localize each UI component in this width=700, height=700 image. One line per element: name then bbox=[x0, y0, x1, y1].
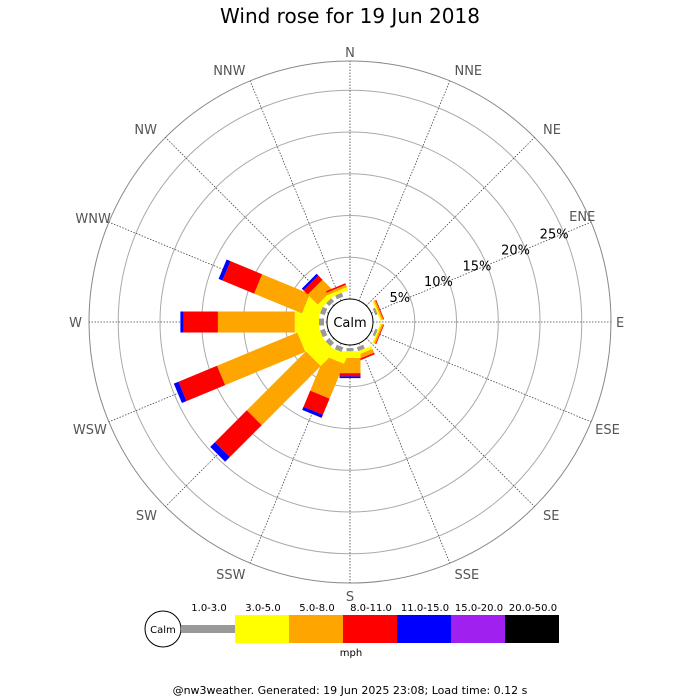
bar-wsw-bin-0 bbox=[320, 328, 328, 338]
legend-swatch-bin-2 bbox=[289, 615, 343, 643]
legend-swatch-bin-6 bbox=[505, 615, 559, 643]
legend-layer: Calm 1.0-3.0 3.0-5.0 5.0-8.0 8.0-11.0 11.0-15… bbox=[144, 603, 559, 648]
bar-wnw-bin-2 bbox=[254, 274, 310, 314]
bar-sw-bin-3 bbox=[214, 410, 262, 458]
direction-label-ene: ENE bbox=[569, 210, 595, 225]
bar-ssw-bin-2 bbox=[310, 355, 344, 399]
bar-sw-bin-2 bbox=[246, 351, 321, 426]
direction-label-wnw: WNW bbox=[75, 212, 111, 227]
chart-title: Wind rose for 19 Jun 2018 bbox=[220, 4, 480, 28]
direction-label-nw: NW bbox=[134, 123, 157, 138]
bar-wnw-bin-0 bbox=[320, 306, 328, 316]
bar-w-bin-4 bbox=[180, 311, 184, 333]
bar-w-bin-0 bbox=[319, 318, 324, 326]
bar-ene-bin-0 bbox=[372, 307, 378, 316]
bar-nw-bin-0 bbox=[326, 298, 335, 307]
bar-s-bin-4 bbox=[339, 376, 361, 379]
bar-ssw-bin-3 bbox=[303, 390, 330, 415]
footer-credit: @nw3weather. Generated: 19 Jun 2025 23:0… bbox=[172, 684, 528, 697]
bar-w-bin-3 bbox=[183, 311, 218, 333]
legend-swatch-bin-1 bbox=[235, 615, 289, 643]
bar-nw-bin-4 bbox=[301, 273, 319, 291]
bar-nnw-bin-2 bbox=[326, 284, 347, 296]
direction-label-ne: NE bbox=[543, 123, 561, 138]
legend-swatch-bin-4 bbox=[397, 615, 451, 643]
bar-wsw-bin-4 bbox=[173, 381, 187, 403]
radial-ring-25 bbox=[117, 89, 583, 555]
legend-swatch-bin-5 bbox=[451, 615, 505, 643]
bar-wnw-bin-3 bbox=[222, 261, 263, 294]
bar-wnw-bin-4 bbox=[218, 259, 231, 281]
bar-sse-bin-0 bbox=[356, 344, 365, 352]
direction-label-nnw: NNW bbox=[213, 64, 245, 79]
direction-label-w: W bbox=[69, 316, 82, 331]
legend-calm-label: Calm bbox=[150, 625, 176, 636]
bar-ese-bin-0 bbox=[372, 328, 378, 337]
radial-tick-10: 10% bbox=[424, 275, 453, 290]
bar-wsw-bin-3 bbox=[178, 365, 226, 402]
spoke-ne bbox=[365, 137, 535, 307]
direction-label-se: SE bbox=[543, 509, 559, 524]
calm-circle bbox=[326, 298, 374, 346]
bar-s-bin-3 bbox=[339, 373, 361, 377]
radial-tick-20: 20% bbox=[501, 243, 530, 258]
labels-layer: Calm N NNE NE ENE E ESE SE SSE S SSW SW WSW W WNW NW NNW… bbox=[69, 46, 624, 605]
bars-layer bbox=[173, 259, 385, 462]
bar-s-bin-0 bbox=[346, 348, 354, 352]
bar-ene-bin-1 bbox=[372, 300, 382, 321]
direction-label-n: N bbox=[345, 46, 355, 61]
legend-label-bin-3: 8.0-11.0 bbox=[350, 603, 392, 614]
legend-label-bin-0: 1.0-3.0 bbox=[191, 603, 226, 614]
bar-ese-bin-2 bbox=[373, 323, 384, 344]
bar-sw-bin-0 bbox=[325, 337, 335, 347]
direction-label-s: S bbox=[346, 590, 354, 605]
legend-unit-label: mph bbox=[339, 648, 363, 659]
direction-label-nne: NNE bbox=[454, 64, 482, 79]
bar-ssw-bin-4 bbox=[302, 406, 323, 418]
legend-label-bin-2: 5.0-8.0 bbox=[299, 603, 334, 614]
radial-tick-15: 15% bbox=[463, 259, 492, 274]
bar-ssw-bin-0 bbox=[334, 344, 344, 352]
grid-layer bbox=[88, 60, 612, 584]
legend-label-bin-5: 15.0-20.0 bbox=[455, 603, 503, 614]
bar-ene-bin-3 bbox=[375, 299, 385, 320]
direction-label-sse: SSE bbox=[454, 568, 479, 583]
spoke-ese bbox=[371, 330, 592, 423]
legend-label-bin-1: 3.0-5.0 bbox=[245, 603, 280, 614]
bar-wsw-bin-2 bbox=[217, 332, 306, 386]
direction-label-e: E bbox=[616, 316, 624, 331]
spoke-nne bbox=[358, 80, 451, 301]
spoke-nw bbox=[165, 137, 335, 307]
radial-tick-25: 25% bbox=[540, 227, 569, 242]
radial-tick-5: 5% bbox=[390, 291, 411, 306]
spoke-se bbox=[365, 337, 535, 507]
legend-label-bin-6: 20.0-50.0 bbox=[509, 603, 557, 614]
bar-nnw-bin-1 bbox=[327, 287, 349, 299]
bar-nnw-bin-0 bbox=[335, 292, 344, 300]
bar-nw-bin-3 bbox=[303, 275, 323, 295]
bar-ese-bin-3 bbox=[375, 324, 385, 345]
legend-swatch-bin-3 bbox=[343, 615, 397, 643]
spoke-sse bbox=[358, 343, 451, 564]
bar-sw-bin-4 bbox=[210, 442, 230, 462]
bar-nnw-bin-3 bbox=[325, 283, 346, 293]
direction-label-wsw: WSW bbox=[73, 423, 107, 438]
spoke-ene bbox=[371, 221, 592, 314]
bar-nw-bin-2 bbox=[307, 279, 333, 305]
direction-label-ssw: SSW bbox=[216, 568, 246, 583]
radial-ring-20 bbox=[159, 131, 541, 513]
legend-swatch-bin-0 bbox=[181, 625, 235, 633]
bar-ene-bin-2 bbox=[373, 300, 384, 321]
calm-label: Calm bbox=[333, 316, 366, 331]
direction-label-sw: SW bbox=[136, 509, 157, 524]
spoke-nnw bbox=[249, 80, 342, 301]
bar-w-bin-2 bbox=[217, 311, 295, 333]
direction-label-ese: ESE bbox=[595, 423, 620, 438]
legend-label-bin-4: 11.0-15.0 bbox=[401, 603, 449, 614]
bar-ese-bin-1 bbox=[372, 323, 382, 344]
